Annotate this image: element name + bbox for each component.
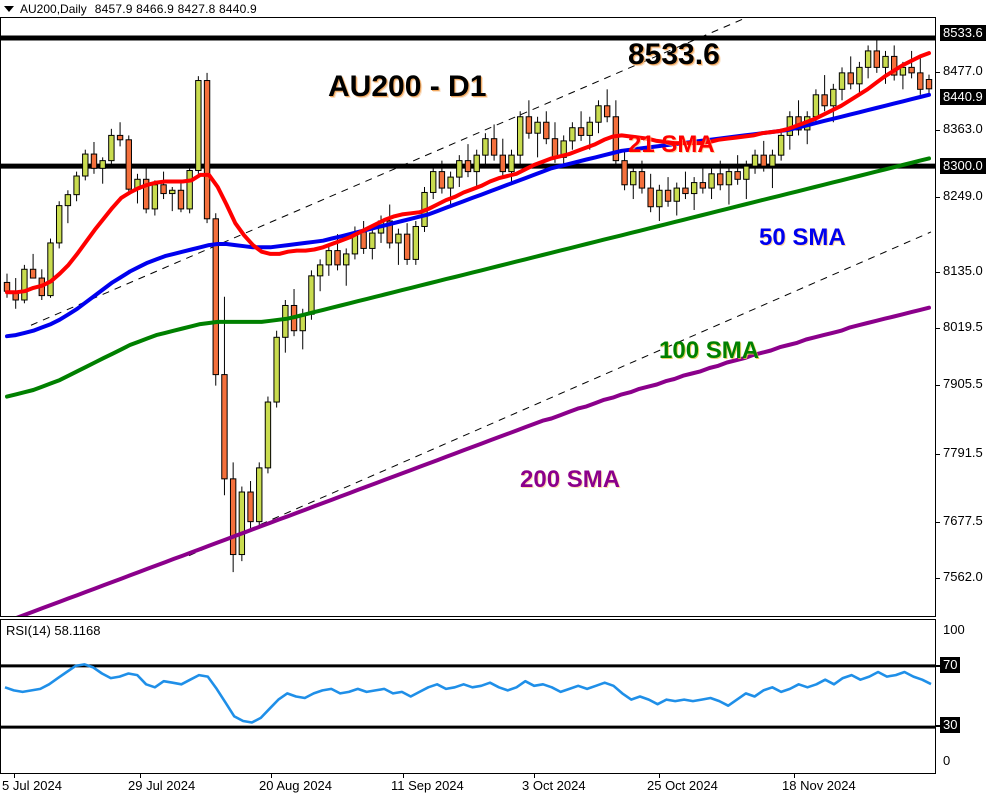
price-tick: [936, 197, 940, 198]
price-label: 7562.0: [943, 569, 983, 584]
price-tick: [936, 72, 940, 73]
sma200-label: 200 SMA: [520, 466, 621, 493]
price-label: 8135.0: [943, 263, 983, 278]
sma100-label: 100 SMA: [659, 337, 760, 364]
rsi-indicator-pane[interactable]: [0, 619, 936, 774]
price-label-highlighted: 8533.6: [940, 25, 986, 41]
price-label: 8363.0: [943, 121, 983, 136]
price-callout-annotation: 8533.6: [628, 38, 720, 71]
date-tick: [794, 774, 795, 778]
price-tick: [936, 454, 940, 455]
price-tick: [936, 272, 940, 273]
ohlc-values: 8457.9 8466.9 8427.8 8440.9: [94, 1, 257, 16]
chevron-down-icon[interactable]: [4, 5, 14, 12]
date-axis[interactable]: 5 Jul 2024 29 Jul 2024 20 Aug 2024 11 Sep 2…: [0, 774, 1000, 800]
price-label: 8477.0: [943, 63, 983, 78]
rsi-label: 100: [943, 622, 965, 637]
price-label: 7677.5: [943, 513, 983, 528]
date-tick: [534, 774, 535, 778]
price-tick: [936, 328, 940, 329]
price-label-highlighted: 8300.0: [940, 158, 986, 174]
date-label: 5 Jul 2024: [2, 778, 62, 793]
date-tick: [14, 774, 15, 778]
date-label: 3 Oct 2024: [522, 778, 586, 793]
rsi-label-highlighted: 70: [940, 657, 961, 673]
rsi-tick: [936, 725, 941, 727]
date-tick: [271, 774, 272, 778]
rsi-label-highlighted: 30: [940, 717, 961, 733]
price-plot: [1, 18, 935, 616]
chart-title-annotation: AU200 - D1: [328, 70, 487, 103]
rsi-tick: [936, 665, 941, 667]
rsi-legend-label: RSI(14) 58.1168: [6, 623, 101, 638]
price-tick: [936, 522, 940, 523]
price-chart-pane[interactable]: [0, 17, 936, 617]
symbol-info-bar: AU200,Daily 8457.9 8466.9 8427.8 8440.9: [0, 0, 1000, 17]
date-label: 20 Aug 2024: [259, 778, 333, 793]
sma21-label: 21 SMA: [628, 131, 715, 158]
date-label: 29 Jul 2024: [128, 778, 196, 793]
date-label: 25 Oct 2024: [647, 778, 718, 793]
price-label: 8019.5: [943, 319, 983, 334]
price-label: 7791.5: [943, 445, 983, 460]
price-label-highlighted: 8440.9: [940, 89, 986, 105]
date-tick: [403, 774, 404, 778]
date-tick: [140, 774, 141, 778]
date-tick: [659, 774, 660, 778]
date-label: 18 Nov 2024: [782, 778, 856, 793]
price-tick: [936, 578, 940, 579]
price-tick: [936, 385, 940, 386]
price-label: 8249.0: [943, 188, 983, 203]
price-axis-scale[interactable]: 8533.6 8477.0 8440.9 8363.0 8300.0 8249.0 8135…: [936, 17, 1000, 617]
price-label: 7905.5: [943, 376, 983, 391]
sma50-label: 50 SMA: [759, 224, 846, 251]
rsi-plot: [1, 663, 935, 729]
symbol-label: AU200,Daily: [20, 1, 87, 16]
rsi-axis-scale[interactable]: 100 70 30 0: [936, 619, 1000, 774]
date-label: 11 Sep 2024: [391, 778, 464, 793]
rsi-label: 0: [943, 753, 951, 768]
price-tick: [936, 130, 940, 131]
